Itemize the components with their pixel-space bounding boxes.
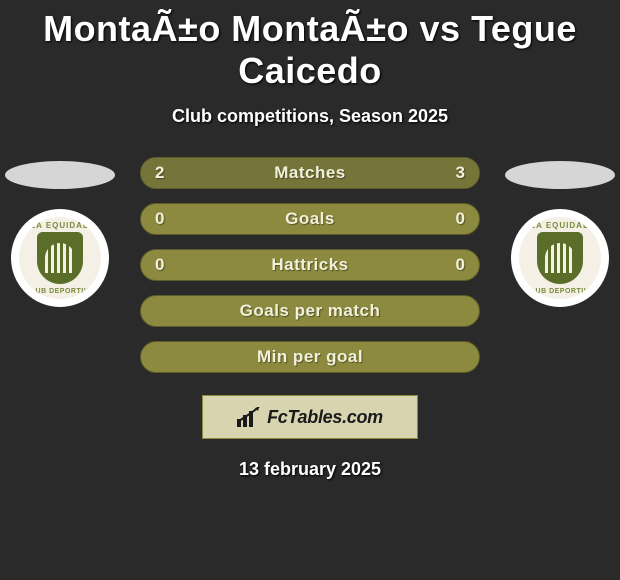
bar-chart-icon: [237, 407, 261, 427]
stat-label: Matches: [274, 163, 346, 183]
club-badge-right: LA EQUIDAD CLUB DEPORTIVO: [511, 209, 609, 307]
brand-text: FcTables.com: [267, 407, 383, 428]
club-badge-bottom-text: CLUB DEPORTIVO: [25, 288, 95, 295]
stat-row: Min per goal: [140, 341, 480, 373]
stat-value-right: 0: [456, 209, 465, 229]
shield-icon: [537, 232, 583, 284]
stat-row: Goals per match: [140, 295, 480, 327]
player-left-column: LA EQUIDAD CLUB DEPORTIVO: [0, 157, 120, 307]
date-line: 13 february 2025: [0, 459, 620, 480]
club-badge-bottom-text: CLUB DEPORTIVO: [525, 288, 595, 295]
player-right-column: LA EQUIDAD CLUB DEPORTIVO: [500, 157, 620, 307]
stats-container: 2 3 Matches 0 0 Goals 0 0 Hattricks Goals per mat…: [140, 157, 480, 373]
shield-icon: [37, 232, 83, 284]
player-left-photo: [5, 161, 115, 189]
club-badge-top-text: LA EQUIDAD: [530, 221, 589, 230]
page-title: MontaÃ±o MontaÃ±o vs Tegue Caicedo: [0, 0, 620, 92]
season-subtitle: Club competitions, Season 2025: [0, 106, 620, 127]
stat-value-right: 0: [456, 255, 465, 275]
stat-row: 2 3 Matches: [140, 157, 480, 189]
stat-label: Goals per match: [240, 301, 381, 321]
stat-value-left: 0: [155, 255, 164, 275]
stat-row: 0 0 Goals: [140, 203, 480, 235]
brand-box[interactable]: FcTables.com: [202, 395, 418, 439]
club-badge-top-text: LA EQUIDAD: [30, 221, 89, 230]
comparison-layout: LA EQUIDAD CLUB DEPORTIVO LA EQUIDAD CLU…: [0, 157, 620, 480]
stat-value-right: 3: [456, 163, 465, 183]
stat-label: Min per goal: [257, 347, 363, 367]
stat-label: Hattricks: [271, 255, 348, 275]
player-right-photo: [505, 161, 615, 189]
stat-row: 0 0 Hattricks: [140, 249, 480, 281]
stat-value-left: 0: [155, 209, 164, 229]
stat-value-left: 2: [155, 163, 164, 183]
club-badge-left: LA EQUIDAD CLUB DEPORTIVO: [11, 209, 109, 307]
stat-label: Goals: [285, 209, 335, 229]
